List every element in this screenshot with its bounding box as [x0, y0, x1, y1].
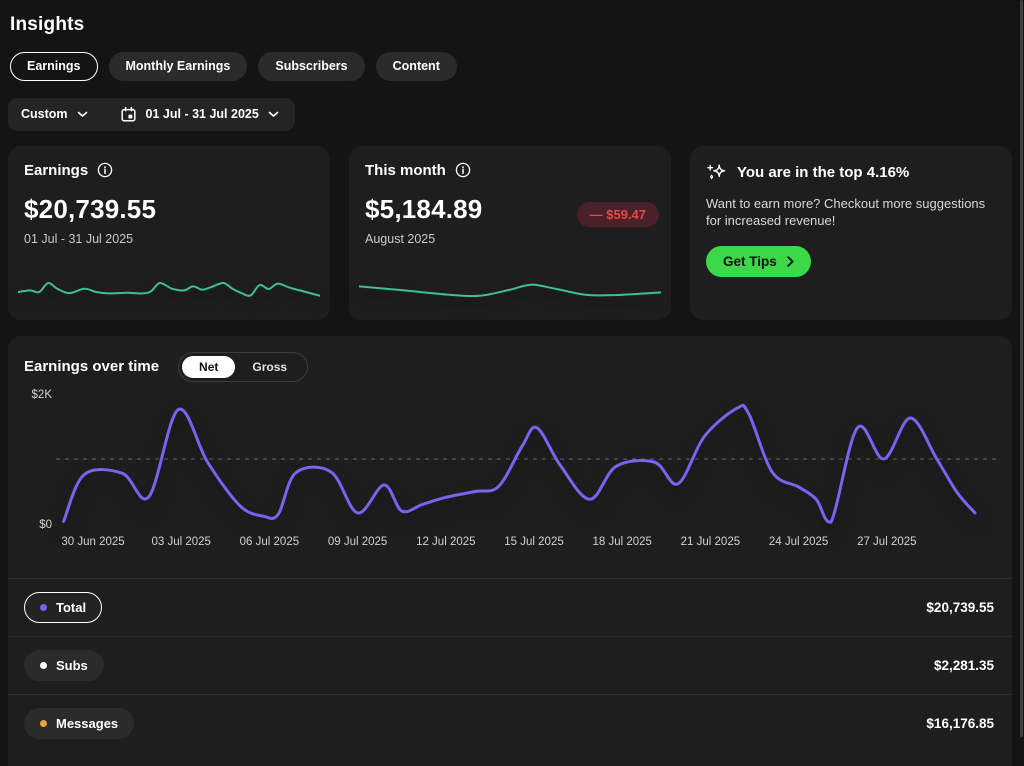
svg-text:06 Jul 2025: 06 Jul 2025: [240, 536, 299, 548]
legend-value-subs: $2,281.35: [933, 657, 994, 673]
date-range-label: 01 Jul - 31 Jul 2025: [145, 107, 259, 121]
range-preset-dropdown[interactable]: Custom: [21, 107, 88, 121]
toggle-gross[interactable]: Gross: [252, 359, 288, 374]
get-tips-button[interactable]: Get Tips: [706, 245, 811, 278]
earnings-card: Earnings $20,739.55 01 Jul - 31 Jul 2025: [8, 145, 330, 320]
chart-legend-rows: Total $20,739.55 Subs $2,281.35 Messages…: [8, 577, 1012, 752]
range-preset-label: Custom: [21, 107, 68, 121]
tips-title: You are in the top 4.16%: [737, 163, 910, 181]
svg-text:21 Jul 2025: 21 Jul 2025: [681, 536, 740, 548]
earnings-sparkline: [18, 268, 320, 310]
svg-text:12 Jul 2025: 12 Jul 2025: [416, 536, 475, 548]
this-month-amount: $5,184.89: [365, 193, 483, 224]
info-icon[interactable]: [97, 162, 113, 178]
messages-dot-icon: [40, 719, 47, 727]
svg-text:18 Jul 2025: 18 Jul 2025: [592, 536, 651, 548]
earnings-line-chart[interactable]: $2K $0 30 Jun 2025 03 Jul 2025 06 Jul 2025 09…: [8, 384, 1012, 552]
tab-earnings[interactable]: Earnings: [10, 52, 98, 81]
legend-pill-subs[interactable]: Subs: [24, 649, 104, 681]
legend-pill-messages[interactable]: Messages: [24, 707, 135, 739]
tips-body-text: Want to earn more? Checkout more suggest…: [706, 195, 986, 229]
tips-card: You are in the top 4.16% Want to earn mo…: [690, 145, 1012, 320]
legend-pill-total[interactable]: Total: [24, 591, 103, 623]
earnings-period: 01 Jul - 31 Jul 2025: [24, 231, 134, 246]
subs-dot-icon: [40, 661, 47, 669]
chevron-down-icon: [268, 111, 279, 118]
chevron-down-icon: [77, 111, 88, 118]
legend-value-messages: $16,176.85: [926, 715, 994, 731]
svg-text:03 Jul 2025: 03 Jul 2025: [151, 536, 210, 548]
legend-row-subs: Subs $2,281.35: [8, 635, 1012, 694]
total-dot-icon: [40, 603, 47, 611]
info-icon[interactable]: [455, 162, 471, 178]
this-month-card: This month $5,184.89 August 2025 — $59.4…: [349, 145, 671, 320]
svg-text:30 Jun 2025: 30 Jun 2025: [61, 536, 124, 548]
svg-text:09 Jul 2025: 09 Jul 2025: [328, 536, 387, 548]
this-month-period: August 2025: [365, 231, 436, 246]
tab-content[interactable]: Content: [375, 52, 457, 81]
date-filter-bar: Custom 01 Jul - 31 Jul 2025: [8, 97, 295, 131]
vertical-scrollbar[interactable]: [1020, 0, 1023, 737]
negative-delta-badge: — $59.47: [576, 201, 659, 227]
earnings-amount: $20,739.55: [24, 193, 157, 224]
legend-row-messages: Messages $16,176.85: [8, 693, 1012, 752]
this-month-sparkline: [359, 268, 661, 310]
svg-text:24 Jul 2025: 24 Jul 2025: [769, 536, 828, 548]
chart-title: Earnings over time: [24, 358, 160, 375]
legend-value-total: $20,739.55: [926, 599, 994, 615]
page-title: Insights: [10, 14, 85, 35]
tab-monthly-earnings[interactable]: Monthly Earnings: [108, 52, 248, 81]
legend-label-messages: Messages: [56, 715, 119, 731]
chevron-right-icon: [787, 256, 794, 267]
svg-text:$2K: $2K: [32, 389, 53, 401]
sparkle-icon: [706, 162, 727, 183]
date-range-dropdown[interactable]: 01 Jul - 31 Jul 2025: [120, 106, 279, 123]
svg-text:$0: $0: [39, 519, 52, 531]
insights-tabs: Earnings Monthly Earnings Subscribers Co…: [10, 52, 1012, 81]
net-gross-toggle: Net Gross: [178, 351, 309, 382]
calendar-icon: [120, 106, 137, 123]
get-tips-label: Get Tips: [723, 253, 777, 269]
svg-text:15 Jul 2025: 15 Jul 2025: [504, 536, 563, 548]
svg-text:27 Jul 2025: 27 Jul 2025: [857, 536, 916, 548]
legend-row-total: Total $20,739.55: [8, 577, 1012, 636]
legend-label-total: Total: [56, 599, 87, 615]
toggle-net[interactable]: Net: [182, 355, 236, 378]
earnings-card-title: Earnings: [24, 161, 89, 179]
earnings-over-time-card: Earnings over time Net Gross $2K $0 30 Jun…: [8, 335, 1012, 766]
legend-label-subs: Subs: [56, 657, 88, 673]
tab-subscribers[interactable]: Subscribers: [258, 52, 365, 81]
this-month-card-title: This month: [365, 161, 446, 179]
stat-cards-row: Earnings $20,739.55 01 Jul - 31 Jul 2025…: [8, 145, 1012, 320]
